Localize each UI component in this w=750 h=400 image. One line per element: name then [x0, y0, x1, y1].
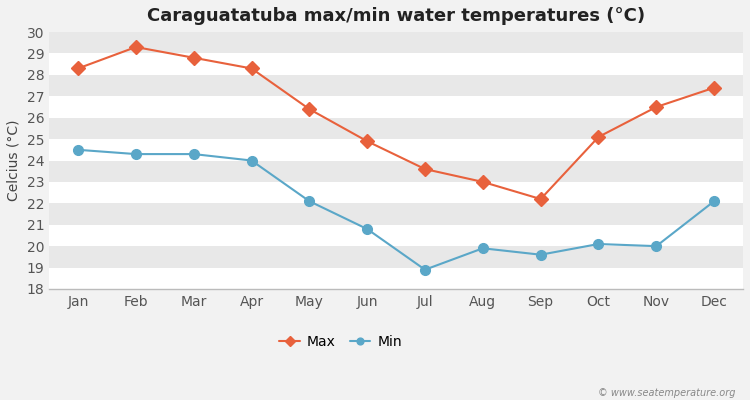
Bar	[49, 203, 743, 225]
Bar	[49, 54, 743, 75]
Line: Min: Min	[74, 145, 719, 274]
Title: Caraguatatuba max/min water temperatures (°C): Caraguatatuba max/min water temperatures…	[147, 7, 645, 25]
Min	[304, 199, 313, 204]
Bar	[49, 139, 743, 160]
Max	[304, 107, 313, 112]
Bar	[49, 96, 743, 118]
Max	[247, 66, 256, 71]
Bar	[49, 32, 743, 54]
Bar	[49, 118, 743, 139]
Min	[247, 158, 256, 163]
Line: Max: Max	[74, 42, 719, 204]
Min	[363, 227, 372, 232]
Y-axis label: Celcius (°C): Celcius (°C)	[7, 120, 21, 201]
Max	[594, 134, 603, 139]
Max	[74, 66, 82, 71]
Bar	[49, 160, 743, 182]
Max	[131, 45, 140, 50]
Bar	[49, 182, 743, 203]
Min	[478, 246, 488, 251]
Max	[536, 197, 545, 202]
Min	[421, 267, 430, 272]
Min	[74, 148, 82, 152]
Min	[536, 252, 545, 257]
Max	[189, 55, 198, 60]
Bar	[49, 246, 743, 268]
Min	[189, 152, 198, 156]
Max	[478, 180, 488, 184]
Legend: Max, Min: Max, Min	[274, 329, 407, 354]
Min	[710, 199, 718, 204]
Bar	[49, 225, 743, 246]
Max	[710, 85, 718, 90]
Text: © www.seatemperature.org: © www.seatemperature.org	[598, 388, 735, 398]
Bar	[49, 268, 743, 289]
Max	[363, 139, 372, 144]
Min	[131, 152, 140, 156]
Min	[652, 244, 661, 248]
Min	[594, 242, 603, 246]
Max	[652, 104, 661, 109]
Max	[421, 167, 430, 172]
Bar	[49, 75, 743, 96]
